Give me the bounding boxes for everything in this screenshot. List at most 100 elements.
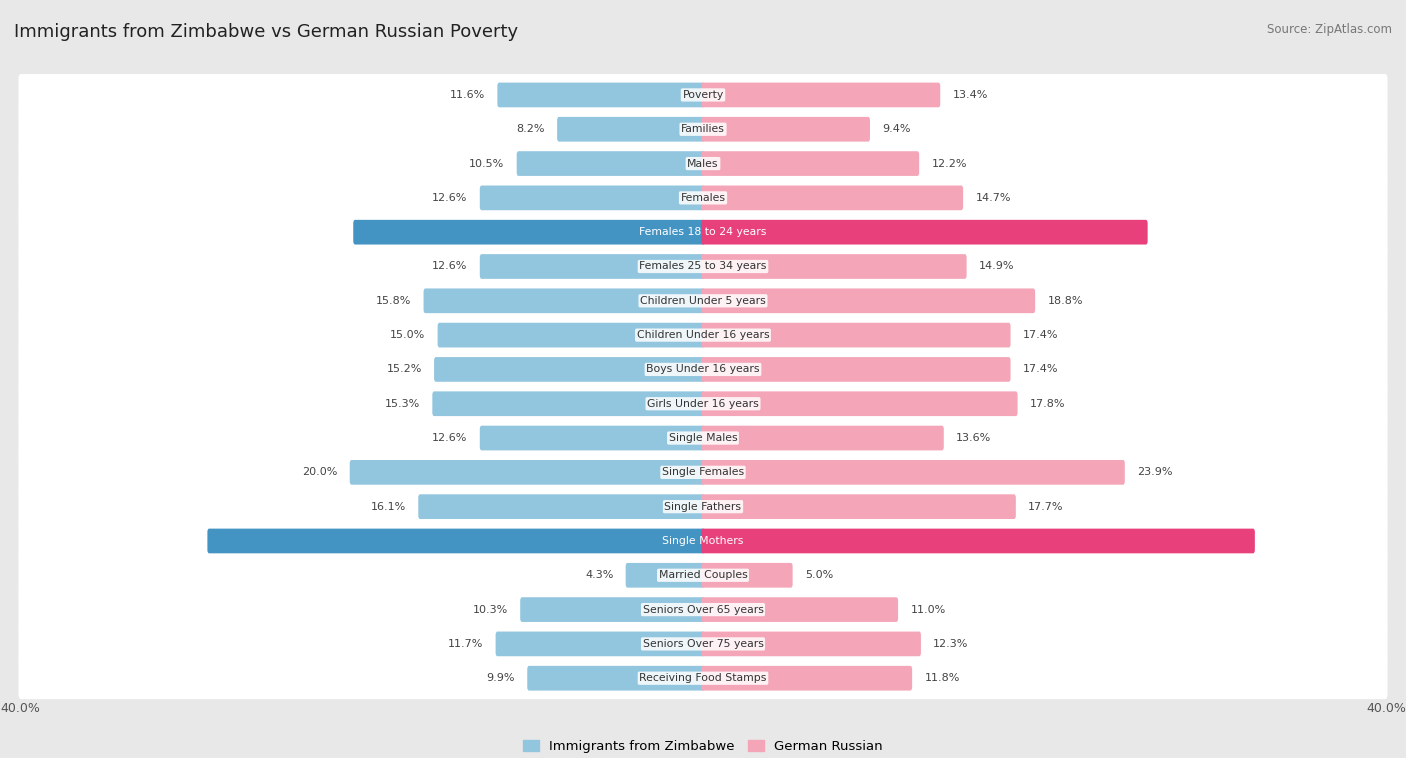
Text: 15.2%: 15.2% xyxy=(387,365,422,374)
FancyBboxPatch shape xyxy=(702,357,1011,382)
Text: Married Couples: Married Couples xyxy=(658,570,748,581)
Text: 13.4%: 13.4% xyxy=(953,90,988,100)
FancyBboxPatch shape xyxy=(702,460,1125,484)
Text: 11.7%: 11.7% xyxy=(449,639,484,649)
Text: Receiving Food Stamps: Receiving Food Stamps xyxy=(640,673,766,683)
FancyBboxPatch shape xyxy=(18,177,1388,219)
FancyBboxPatch shape xyxy=(18,657,1388,699)
Text: Girls Under 16 years: Girls Under 16 years xyxy=(647,399,759,409)
FancyBboxPatch shape xyxy=(702,254,967,279)
Text: 12.6%: 12.6% xyxy=(432,193,467,203)
FancyBboxPatch shape xyxy=(702,83,941,108)
Text: 13.6%: 13.6% xyxy=(956,433,991,443)
FancyBboxPatch shape xyxy=(557,117,704,142)
Text: Females 18 to 24 years: Females 18 to 24 years xyxy=(640,227,766,237)
FancyBboxPatch shape xyxy=(18,383,1388,424)
Text: 14.7%: 14.7% xyxy=(976,193,1011,203)
FancyBboxPatch shape xyxy=(520,597,704,622)
Text: 15.8%: 15.8% xyxy=(375,296,412,305)
FancyBboxPatch shape xyxy=(18,452,1388,493)
FancyBboxPatch shape xyxy=(18,554,1388,597)
Text: 17.8%: 17.8% xyxy=(1029,399,1066,409)
Text: 11.6%: 11.6% xyxy=(450,90,485,100)
Legend: Immigrants from Zimbabwe, German Russian: Immigrants from Zimbabwe, German Russian xyxy=(517,735,889,758)
FancyBboxPatch shape xyxy=(18,246,1388,287)
Text: Single Mothers: Single Mothers xyxy=(662,536,744,546)
Text: 9.9%: 9.9% xyxy=(486,673,515,683)
Text: 12.2%: 12.2% xyxy=(932,158,967,168)
Text: Source: ZipAtlas.com: Source: ZipAtlas.com xyxy=(1267,23,1392,36)
Text: 31.3%: 31.3% xyxy=(1267,536,1306,546)
FancyBboxPatch shape xyxy=(498,83,704,108)
FancyBboxPatch shape xyxy=(479,426,704,450)
FancyBboxPatch shape xyxy=(208,528,704,553)
Text: 18.8%: 18.8% xyxy=(1047,296,1083,305)
FancyBboxPatch shape xyxy=(702,563,793,587)
FancyBboxPatch shape xyxy=(18,108,1388,150)
FancyBboxPatch shape xyxy=(702,666,912,691)
Text: Children Under 16 years: Children Under 16 years xyxy=(637,330,769,340)
Text: Boys Under 16 years: Boys Under 16 years xyxy=(647,365,759,374)
FancyBboxPatch shape xyxy=(350,460,704,484)
Text: 15.3%: 15.3% xyxy=(385,399,420,409)
Text: Females 25 to 34 years: Females 25 to 34 years xyxy=(640,262,766,271)
FancyBboxPatch shape xyxy=(496,631,704,656)
FancyBboxPatch shape xyxy=(423,289,704,313)
Text: 14.9%: 14.9% xyxy=(979,262,1014,271)
Text: 20.0%: 20.0% xyxy=(302,468,337,478)
Text: Males: Males xyxy=(688,158,718,168)
FancyBboxPatch shape xyxy=(702,631,921,656)
Text: 17.4%: 17.4% xyxy=(1024,330,1059,340)
Text: 5.0%: 5.0% xyxy=(804,570,834,581)
Text: 17.4%: 17.4% xyxy=(1024,365,1059,374)
Text: Families: Families xyxy=(681,124,725,134)
Text: 10.5%: 10.5% xyxy=(470,158,505,168)
Text: 12.3%: 12.3% xyxy=(934,639,969,649)
FancyBboxPatch shape xyxy=(702,528,1256,553)
Text: 4.3%: 4.3% xyxy=(585,570,613,581)
Text: 10.3%: 10.3% xyxy=(472,605,508,615)
Text: 40.0%: 40.0% xyxy=(0,702,39,715)
FancyBboxPatch shape xyxy=(702,597,898,622)
FancyBboxPatch shape xyxy=(18,589,1388,631)
FancyBboxPatch shape xyxy=(18,74,1388,116)
FancyBboxPatch shape xyxy=(18,314,1388,356)
Text: Single Males: Single Males xyxy=(669,433,737,443)
FancyBboxPatch shape xyxy=(517,151,704,176)
FancyBboxPatch shape xyxy=(702,494,1015,519)
FancyBboxPatch shape xyxy=(434,357,704,382)
FancyBboxPatch shape xyxy=(702,220,1147,245)
FancyBboxPatch shape xyxy=(18,486,1388,528)
Text: 15.0%: 15.0% xyxy=(389,330,425,340)
FancyBboxPatch shape xyxy=(18,143,1388,184)
FancyBboxPatch shape xyxy=(18,623,1388,665)
Text: 25.2%: 25.2% xyxy=(1160,227,1198,237)
FancyBboxPatch shape xyxy=(702,391,1018,416)
FancyBboxPatch shape xyxy=(702,323,1011,347)
FancyBboxPatch shape xyxy=(702,289,1035,313)
FancyBboxPatch shape xyxy=(18,349,1388,390)
Text: Poverty: Poverty xyxy=(682,90,724,100)
Text: 23.9%: 23.9% xyxy=(1137,468,1173,478)
Text: 17.7%: 17.7% xyxy=(1028,502,1063,512)
FancyBboxPatch shape xyxy=(702,426,943,450)
Text: Single Fathers: Single Fathers xyxy=(665,502,741,512)
Text: 16.1%: 16.1% xyxy=(371,502,406,512)
FancyBboxPatch shape xyxy=(437,323,704,347)
FancyBboxPatch shape xyxy=(626,563,704,587)
Text: 12.6%: 12.6% xyxy=(432,433,467,443)
Text: 11.0%: 11.0% xyxy=(911,605,946,615)
Text: Seniors Over 65 years: Seniors Over 65 years xyxy=(643,605,763,615)
FancyBboxPatch shape xyxy=(353,220,704,245)
FancyBboxPatch shape xyxy=(18,417,1388,459)
Text: Single Females: Single Females xyxy=(662,468,744,478)
Text: Females: Females xyxy=(681,193,725,203)
Text: 11.8%: 11.8% xyxy=(925,673,960,683)
Text: Children Under 5 years: Children Under 5 years xyxy=(640,296,766,305)
FancyBboxPatch shape xyxy=(702,151,920,176)
FancyBboxPatch shape xyxy=(18,211,1388,253)
Text: 40.0%: 40.0% xyxy=(1367,702,1406,715)
FancyBboxPatch shape xyxy=(18,280,1388,321)
Text: 12.6%: 12.6% xyxy=(432,262,467,271)
FancyBboxPatch shape xyxy=(433,391,704,416)
